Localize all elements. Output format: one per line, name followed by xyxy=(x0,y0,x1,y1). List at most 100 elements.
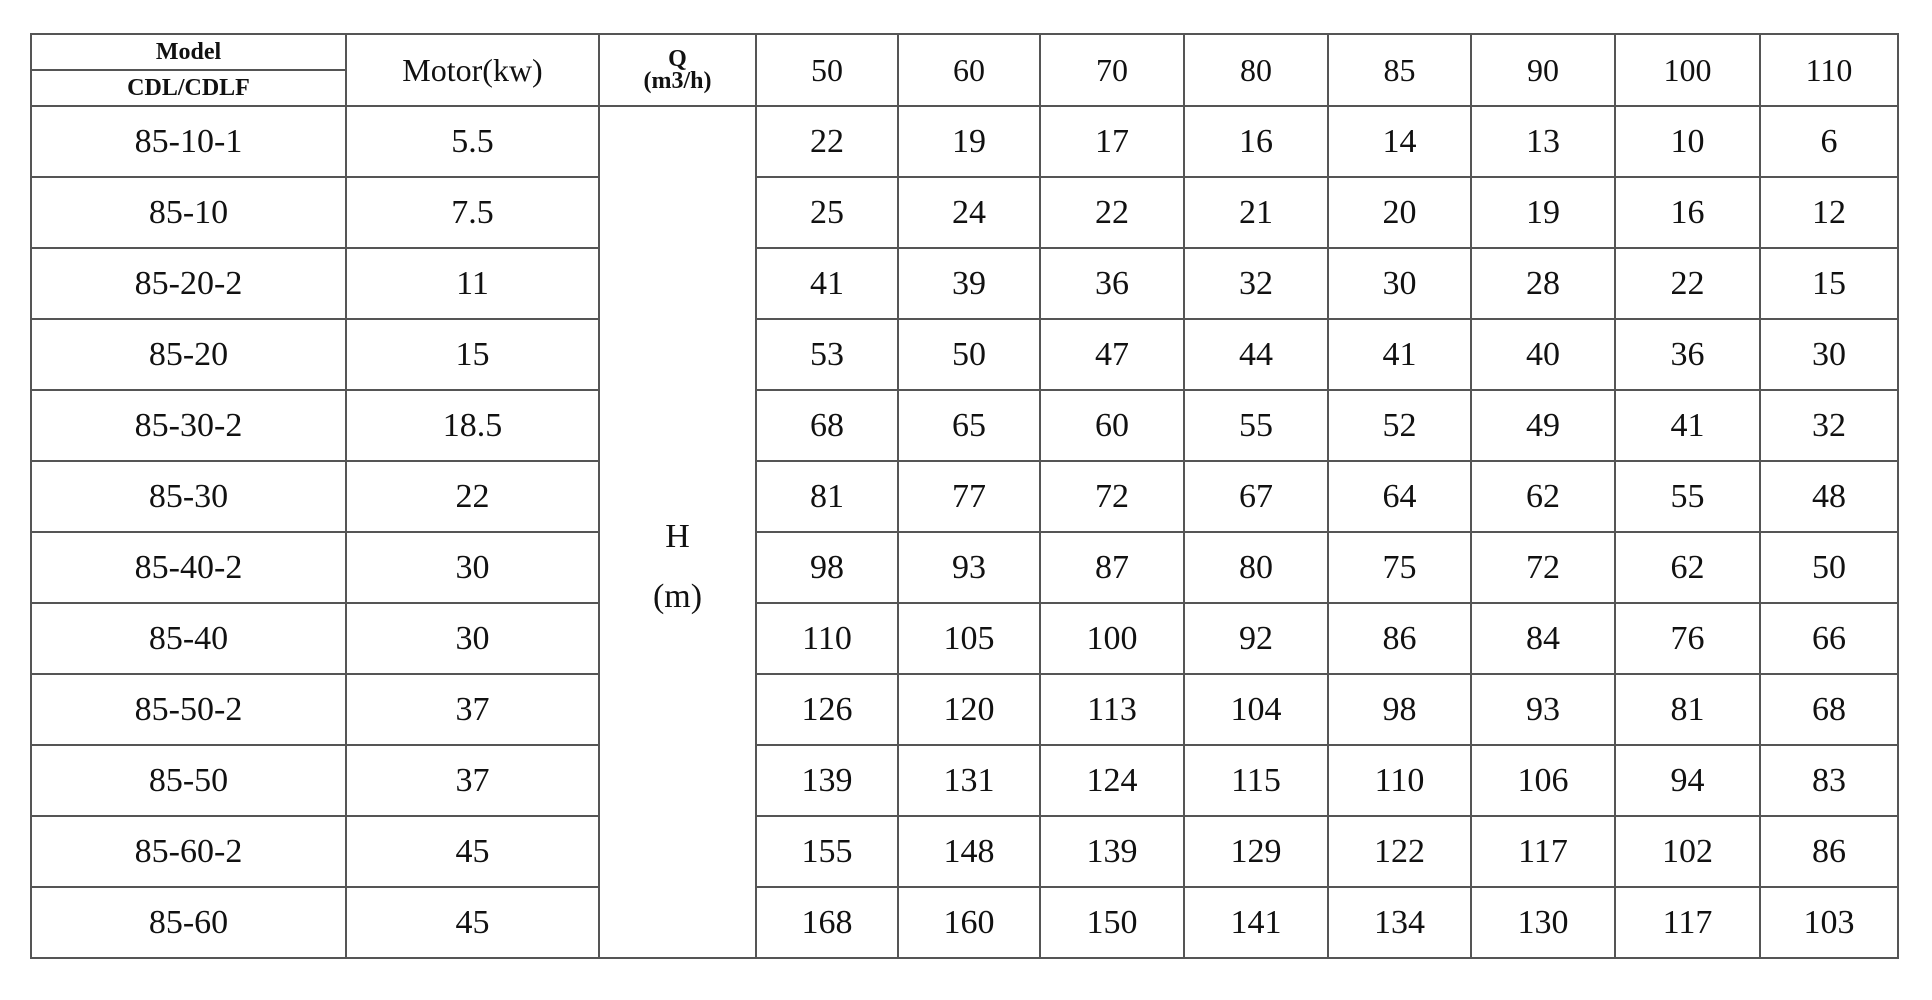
head-value-cell: 41 xyxy=(755,247,899,320)
head-value-cell: 66 xyxy=(1759,602,1899,675)
head-value-cell: 25 xyxy=(755,176,899,249)
model-cell: 85-30-2 xyxy=(30,389,347,462)
head-value-cell: 53 xyxy=(755,318,899,391)
head-value-cell: 93 xyxy=(897,531,1041,604)
flow-value-header: 50 xyxy=(755,33,899,107)
head-value-cell: 86 xyxy=(1327,602,1472,675)
pump-performance-table: Model CDL/CDLF Motor(kw) Q (m3/h) 50 60 70… xyxy=(30,33,1899,959)
series-label: CDL/CDLF xyxy=(127,75,250,101)
head-value-cell: 130 xyxy=(1470,886,1616,959)
table-row: 85-40 30 110 105 100 92 86 84 76 66 xyxy=(30,602,1899,675)
head-value-cell: 19 xyxy=(1470,176,1616,249)
head-value-cell: 36 xyxy=(1614,318,1761,391)
motor-cell: 37 xyxy=(345,673,600,746)
table-row: 85-30-2 18.5 68 65 60 55 52 49 41 32 xyxy=(30,389,1899,462)
head-value-cell: 41 xyxy=(1327,318,1472,391)
head-value-cell: 24 xyxy=(897,176,1041,249)
head-value-cell: 117 xyxy=(1614,886,1761,959)
model-cell: 85-40 xyxy=(30,602,347,675)
head-value-cell: 39 xyxy=(897,247,1041,320)
head-value-cell: 10 xyxy=(1614,105,1761,178)
head-value-cell: 110 xyxy=(755,602,899,675)
head-value-cell: 168 xyxy=(755,886,899,959)
model-cell: 85-60 xyxy=(30,886,347,959)
motor-cell: 37 xyxy=(345,744,600,817)
head-value-cell: 12 xyxy=(1759,176,1899,249)
head-value-cell: 28 xyxy=(1470,247,1616,320)
head-value-cell: 139 xyxy=(1039,815,1185,888)
head-value-cell: 105 xyxy=(897,602,1041,675)
head-value-cell: 150 xyxy=(1039,886,1185,959)
table-row: 85-50 37 139 131 124 115 110 106 94 83 xyxy=(30,744,1899,817)
head-value-cell: 160 xyxy=(897,886,1041,959)
head-label-cell: H (m) xyxy=(598,105,757,959)
model-cell: 85-20 xyxy=(30,318,347,391)
motor-cell: 15 xyxy=(345,318,600,391)
table-row: 85-10-1 5.5 H (m) 22 19 17 16 14 13 10 6 xyxy=(30,105,1899,959)
head-value-cell: 87 xyxy=(1039,531,1185,604)
head-value-cell: 126 xyxy=(755,673,899,746)
motor-cell: 45 xyxy=(345,815,600,888)
model-cell: 85-30 xyxy=(30,460,347,533)
head-value-cell: 30 xyxy=(1759,318,1899,391)
head-value-cell: 100 xyxy=(1039,602,1185,675)
head-value-cell: 103 xyxy=(1759,886,1899,959)
head-value-cell: 92 xyxy=(1183,602,1329,675)
head-value-cell: 155 xyxy=(755,815,899,888)
head-value-cell: 60 xyxy=(1039,389,1185,462)
head-value-cell: 129 xyxy=(1183,815,1329,888)
head-value-cell: 13 xyxy=(1470,105,1616,178)
head-value-cell: 20 xyxy=(1327,176,1472,249)
head-value-cell: 64 xyxy=(1327,460,1472,533)
head-value-cell: 47 xyxy=(1039,318,1185,391)
head-value-cell: 62 xyxy=(1614,531,1761,604)
model-cell: 85-50 xyxy=(30,744,347,817)
head-value-cell: 21 xyxy=(1183,176,1329,249)
model-cell: 85-20-2 xyxy=(30,247,347,320)
head-value-cell: 102 xyxy=(1614,815,1761,888)
head-value-cell: 131 xyxy=(897,744,1041,817)
head-value-cell: 15 xyxy=(1759,247,1899,320)
flow-value-header: 90 xyxy=(1470,33,1616,107)
flow-header: Q (m3/h) xyxy=(598,33,757,107)
motor-cell: 11 xyxy=(345,247,600,320)
head-value-cell: 32 xyxy=(1183,247,1329,320)
flow-unit: (m3/h) xyxy=(643,68,712,94)
head-value-cell: 44 xyxy=(1183,318,1329,391)
head-value-cell: 40 xyxy=(1470,318,1616,391)
head-value-cell: 55 xyxy=(1183,389,1329,462)
head-value-cell: 77 xyxy=(897,460,1041,533)
flow-value-header: 85 xyxy=(1327,33,1472,107)
head-value-cell: 117 xyxy=(1470,815,1616,888)
motor-cell: 18.5 xyxy=(345,389,600,462)
head-value-cell: 55 xyxy=(1614,460,1761,533)
head-value-cell: 65 xyxy=(897,389,1041,462)
head-value-cell: 50 xyxy=(897,318,1041,391)
head-value-cell: 48 xyxy=(1759,460,1899,533)
flow-value-header: 70 xyxy=(1039,33,1185,107)
table-row: 85-20 15 53 50 47 44 41 40 36 30 xyxy=(30,318,1899,391)
head-value-cell: 81 xyxy=(1614,673,1761,746)
head-value-cell: 115 xyxy=(1183,744,1329,817)
motor-cell: 45 xyxy=(345,886,600,959)
head-value-cell: 22 xyxy=(1614,247,1761,320)
head-value-cell: 134 xyxy=(1327,886,1472,959)
table-row: 85-50-2 37 126 120 113 104 98 93 81 68 xyxy=(30,673,1899,746)
model-cell: 85-40-2 xyxy=(30,531,347,604)
head-value-cell: 36 xyxy=(1039,247,1185,320)
head-value-cell: 141 xyxy=(1183,886,1329,959)
head-value-cell: 50 xyxy=(1759,531,1899,604)
model-cell: 85-50-2 xyxy=(30,673,347,746)
head-value-cell: 6 xyxy=(1759,105,1899,178)
head-value-cell: 76 xyxy=(1614,602,1761,675)
table-row: 85-60 45 168 160 150 141 134 130 117 103 xyxy=(30,886,1899,959)
header-row: Model CDL/CDLF Motor(kw) Q (m3/h) 50 60 70… xyxy=(30,33,1899,107)
head-value-cell: 67 xyxy=(1183,460,1329,533)
head-value-cell: 75 xyxy=(1327,531,1472,604)
head-value-cell: 84 xyxy=(1470,602,1616,675)
head-value-cell: 72 xyxy=(1039,460,1185,533)
model-cell: 85-60-2 xyxy=(30,815,347,888)
head-value-cell: 139 xyxy=(755,744,899,817)
head-value-cell: 94 xyxy=(1614,744,1761,817)
motor-cell: 30 xyxy=(345,531,600,604)
